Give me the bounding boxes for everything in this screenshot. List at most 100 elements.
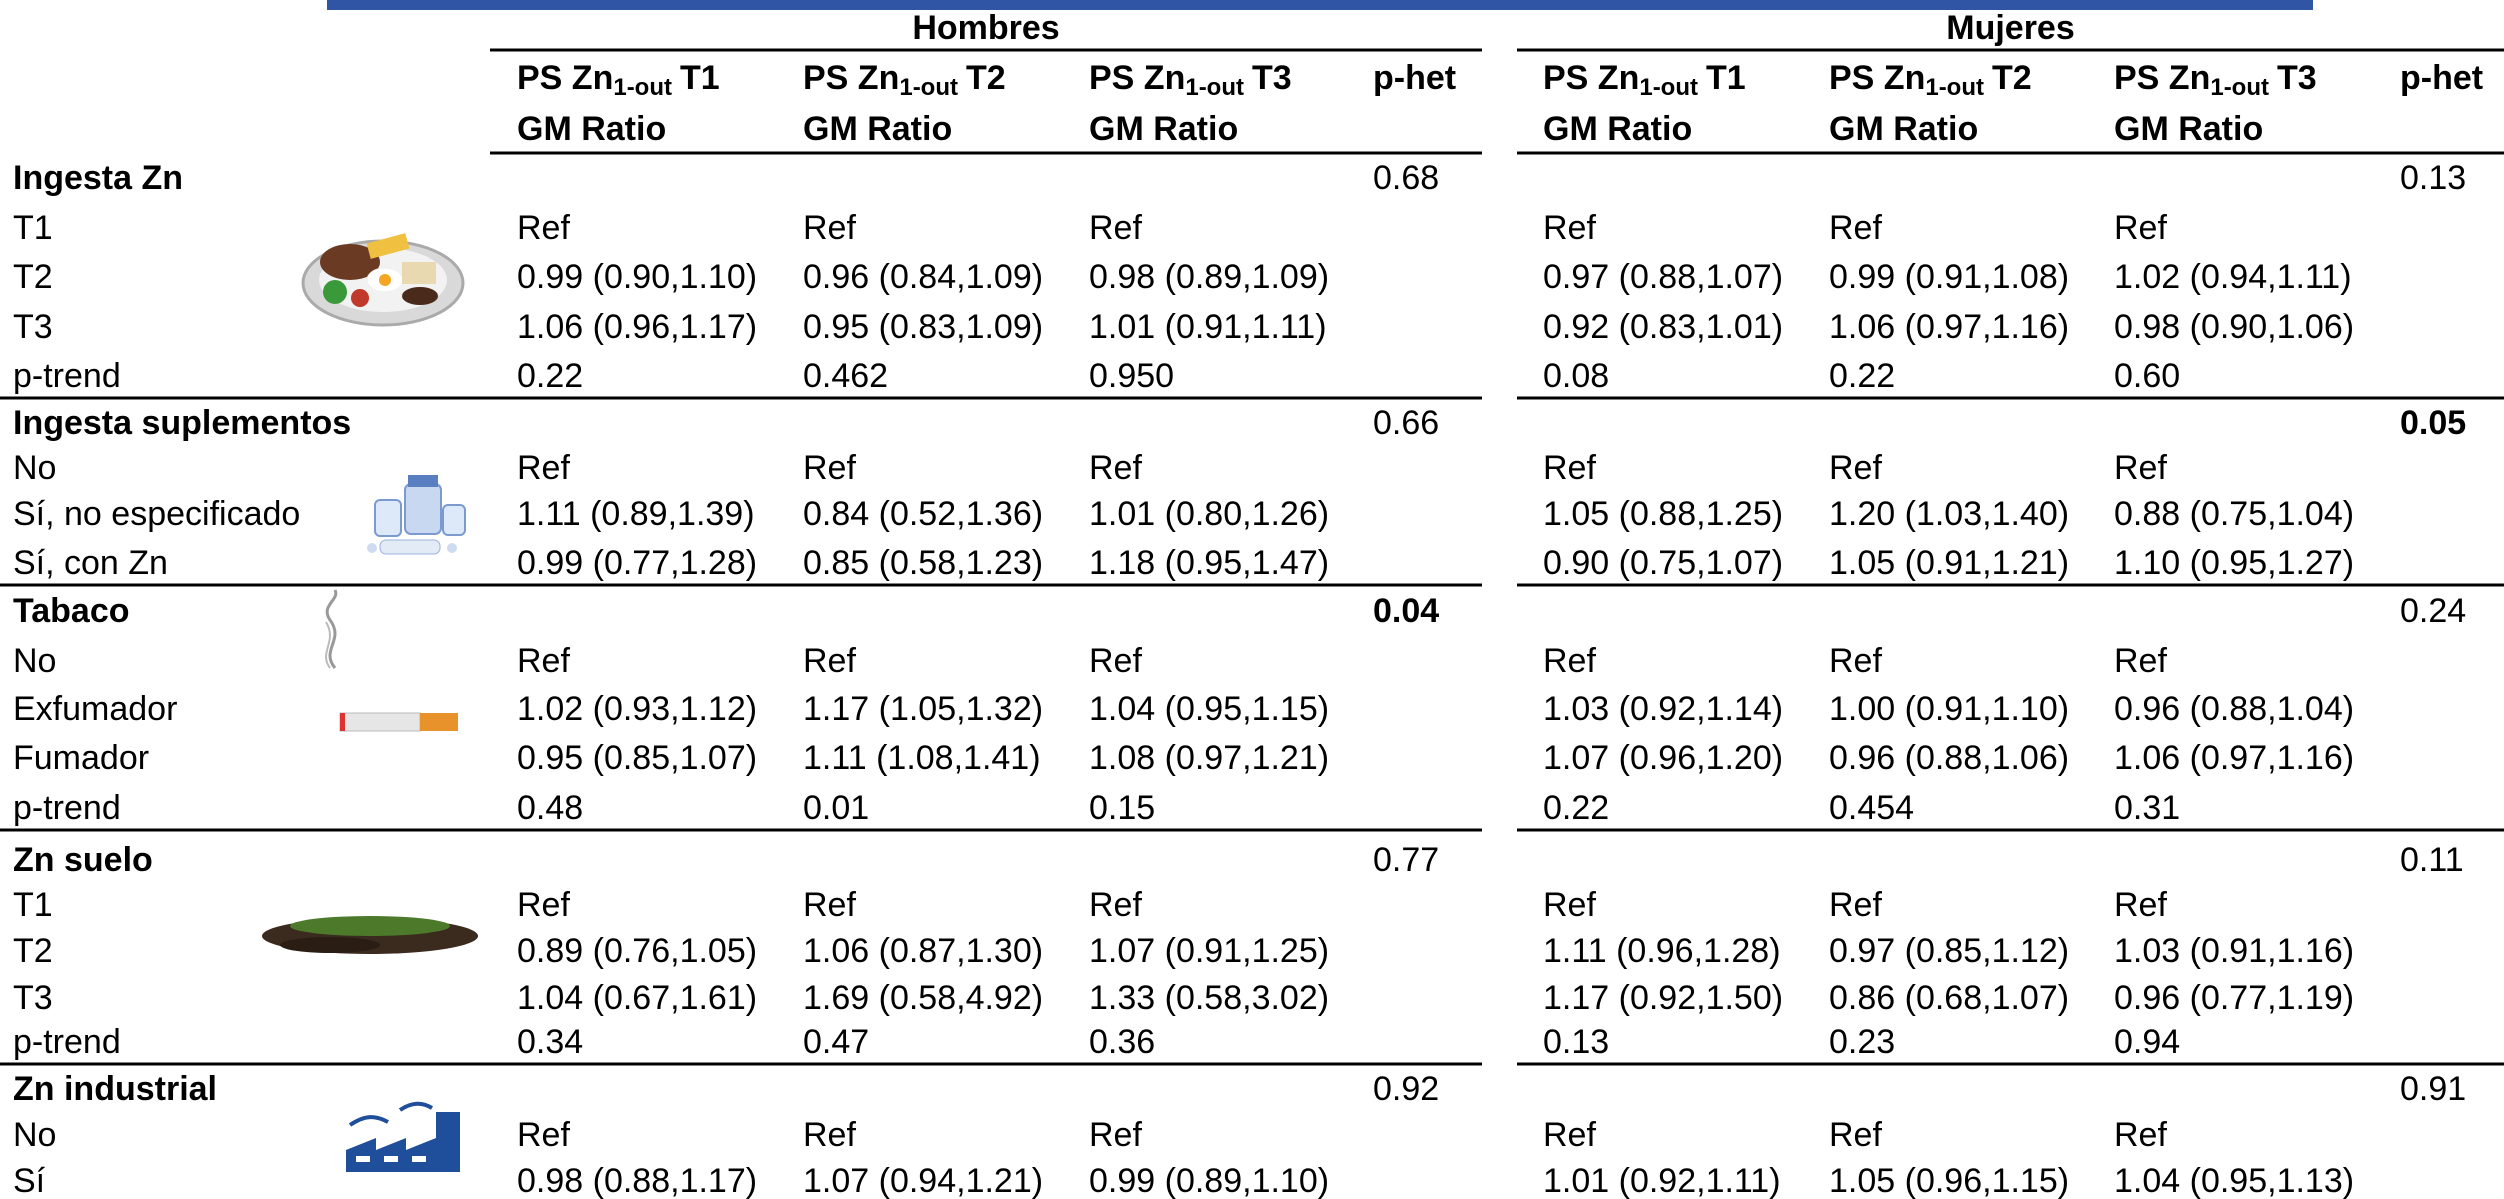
row-label: p-trend — [13, 789, 121, 827]
cell: 0.01 — [803, 789, 869, 827]
cell: 1.02 (0.93,1.12) — [517, 690, 757, 728]
cell: Ref — [803, 642, 856, 680]
cell: 1.17 (1.05,1.32) — [803, 690, 1043, 728]
column-prefix: PS Zn — [1543, 59, 1639, 97]
column-subheader: GM Ratio — [1543, 110, 1692, 148]
column-suffix: T2 — [966, 59, 1006, 97]
cell: 1.03 (0.91,1.16) — [2114, 932, 2354, 970]
top-bar — [327, 0, 2313, 10]
cell: 1.01 (0.91,1.11) — [1089, 308, 1327, 346]
cell: Ref — [803, 449, 856, 487]
cell: 0.48 — [517, 789, 583, 827]
section-title: Ingesta Zn — [13, 159, 183, 197]
cell: 0.22 — [517, 357, 583, 395]
cell: 1.18 (0.95,1.47) — [1089, 544, 1329, 582]
plate-icon — [301, 233, 465, 327]
row-label: T1 — [13, 886, 53, 924]
cell: 0.85 (0.58,1.23) — [803, 544, 1043, 582]
cell: Ref — [2114, 1116, 2167, 1154]
cell: Ref — [1089, 209, 1142, 247]
row-label: Fumador — [13, 739, 149, 777]
row-label: No — [13, 449, 56, 487]
column-header: PS Zn1-out T2 — [803, 59, 1006, 101]
row-label: Sí, con Zn — [13, 544, 168, 582]
column-suffix: T2 — [1992, 59, 2032, 97]
row-label: p-trend — [13, 357, 121, 395]
cigarette-icon — [325, 589, 458, 732]
cell: 0.47 — [803, 1023, 869, 1061]
cell: 0.454 — [1829, 789, 1914, 827]
cell: Ref — [1543, 449, 1596, 487]
cell: 0.95 (0.83,1.09) — [803, 308, 1043, 346]
column-header: PS Zn1-out T3 — [1089, 59, 1292, 101]
cell: Ref — [2114, 209, 2167, 247]
cell: 0.98 (0.89,1.09) — [1089, 258, 1329, 296]
row-label: Sí — [13, 1162, 46, 1199]
column-subscript: 1-out — [613, 74, 672, 101]
row-label: T3 — [13, 979, 53, 1017]
cell: 1.06 (0.97,1.16) — [1829, 308, 2069, 346]
factory-icon — [346, 1101, 460, 1172]
cell: Ref — [803, 886, 856, 924]
group-header: Hombres — [912, 9, 1059, 47]
column-prefix: PS Zn — [803, 59, 899, 97]
cell: 0.95 (0.85,1.07) — [517, 739, 757, 777]
cell: 1.01 (0.80,1.26) — [1089, 495, 1329, 533]
phet-value: 0.77 — [1373, 841, 1439, 879]
cell: 1.20 (1.03,1.40) — [1829, 495, 2069, 533]
phet-value: 0.05 — [2400, 404, 2466, 442]
column-prefix: PS Zn — [1089, 59, 1185, 97]
row-label: T2 — [13, 258, 53, 296]
cell: 1.11 (1.08,1.41) — [803, 739, 1041, 777]
cell: Ref — [517, 1116, 570, 1154]
cell: Ref — [1829, 209, 1882, 247]
column-header: PS Zn1-out T2 — [1829, 59, 2032, 101]
cell: 1.10 (0.95,1.27) — [2114, 544, 2354, 582]
cell: 1.11 (0.89,1.39) — [517, 495, 755, 533]
cell: Ref — [2114, 449, 2167, 487]
row-label: p-trend — [13, 1023, 121, 1061]
cell: Ref — [1543, 209, 1596, 247]
group-header: Mujeres — [1946, 9, 2075, 47]
cell: Ref — [1543, 1116, 1596, 1154]
cell: 0.92 (0.83,1.01) — [1543, 308, 1783, 346]
cell: 1.69 (0.58,4.92) — [803, 979, 1043, 1017]
cell: 1.11 (0.96,1.28) — [1543, 932, 1781, 970]
cell: 0.08 — [1543, 357, 1609, 395]
cell: 1.08 (0.97,1.21) — [1089, 739, 1329, 777]
cell: 0.34 — [517, 1023, 583, 1061]
cell: 1.05 (0.88,1.25) — [1543, 495, 1783, 533]
cell: 1.04 (0.95,1.13) — [2114, 1162, 2354, 1199]
cell: 0.96 (0.84,1.09) — [803, 258, 1043, 296]
cell: Ref — [2114, 642, 2167, 680]
column-prefix: PS Zn — [2114, 59, 2210, 97]
cell: 0.86 (0.68,1.07) — [1829, 979, 2069, 1017]
cell: 0.98 (0.88,1.17) — [517, 1162, 757, 1199]
cell: 0.60 — [2114, 357, 2180, 395]
cell: Ref — [803, 209, 856, 247]
soil-icon — [262, 916, 478, 954]
column-subscript: 1-out — [899, 74, 958, 101]
row-label: T3 — [13, 308, 53, 346]
cell: 1.06 (0.87,1.30) — [803, 932, 1043, 970]
section-title: Ingesta suplementos — [13, 404, 351, 442]
phet-value: 0.24 — [2400, 592, 2466, 630]
cell: 1.00 (0.91,1.10) — [1829, 690, 2069, 728]
row-label: No — [13, 642, 56, 680]
column-header: PS Zn1-out T3 — [2114, 59, 2317, 101]
phet-value: 0.11 — [2400, 841, 2464, 879]
column-subheader: GM Ratio — [1089, 110, 1238, 148]
cell: 0.96 (0.88,1.06) — [1829, 739, 2069, 777]
cell: 1.05 (0.96,1.15) — [1829, 1162, 2069, 1199]
phet-value: 0.04 — [1373, 592, 1439, 630]
cell: 0.23 — [1829, 1023, 1895, 1061]
cell: 0.462 — [803, 357, 888, 395]
cell: Ref — [2114, 886, 2167, 924]
cell: Ref — [1829, 449, 1882, 487]
column-suffix: T1 — [1706, 59, 1746, 97]
cell: Ref — [803, 1116, 856, 1154]
row-label: T2 — [13, 932, 53, 970]
cell: 0.13 — [1543, 1023, 1609, 1061]
column-suffix: T3 — [2277, 59, 2317, 97]
